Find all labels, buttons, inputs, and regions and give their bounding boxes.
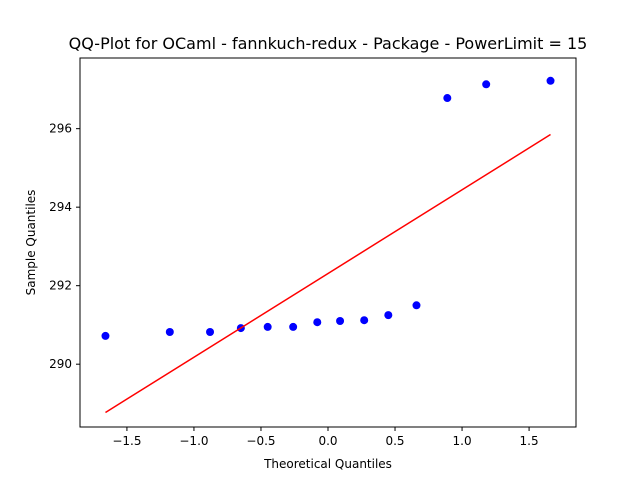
x-tick-label: 1.5 bbox=[520, 434, 539, 448]
sample-point bbox=[263, 322, 272, 331]
y-axis-label: Sample Quantiles bbox=[24, 190, 38, 296]
sample-point bbox=[443, 94, 452, 103]
x-tick-label: 0.0 bbox=[318, 434, 337, 448]
x-tick-label: 1.0 bbox=[453, 434, 472, 448]
x-axis-ticks: −1.5 −1.0 −0.5 0.0 0.5 1.0 1.5 bbox=[112, 427, 539, 448]
chart-title: QQ-Plot for OCaml - fannkuch-redux - Pac… bbox=[69, 34, 588, 53]
x-tick-label: −1.0 bbox=[179, 434, 208, 448]
y-tick-label: 292 bbox=[49, 279, 72, 293]
sample-point bbox=[384, 311, 393, 320]
sample-point bbox=[313, 318, 322, 327]
sample-point bbox=[165, 328, 174, 336]
y-tick-label: 290 bbox=[49, 357, 72, 371]
sample-point bbox=[289, 322, 298, 331]
plot-content bbox=[101, 76, 555, 414]
y-tick-label: 296 bbox=[49, 122, 72, 136]
sample-point bbox=[336, 317, 345, 326]
reference-line bbox=[105, 133, 551, 414]
x-tick-label: 0.5 bbox=[385, 434, 404, 448]
sample-point bbox=[546, 76, 555, 85]
x-tick-label: −0.5 bbox=[246, 434, 275, 448]
x-axis-label: Theoretical Quantiles bbox=[263, 457, 392, 471]
y-tick-label: 294 bbox=[49, 200, 72, 214]
sample-point bbox=[101, 331, 110, 340]
x-tick-label: −1.5 bbox=[112, 434, 141, 448]
sample-point bbox=[412, 301, 421, 310]
sample-point bbox=[360, 316, 369, 325]
sample-point bbox=[206, 328, 215, 336]
sample-point bbox=[482, 80, 491, 89]
y-axis-ticks: 290 292 294 296 bbox=[49, 122, 80, 371]
